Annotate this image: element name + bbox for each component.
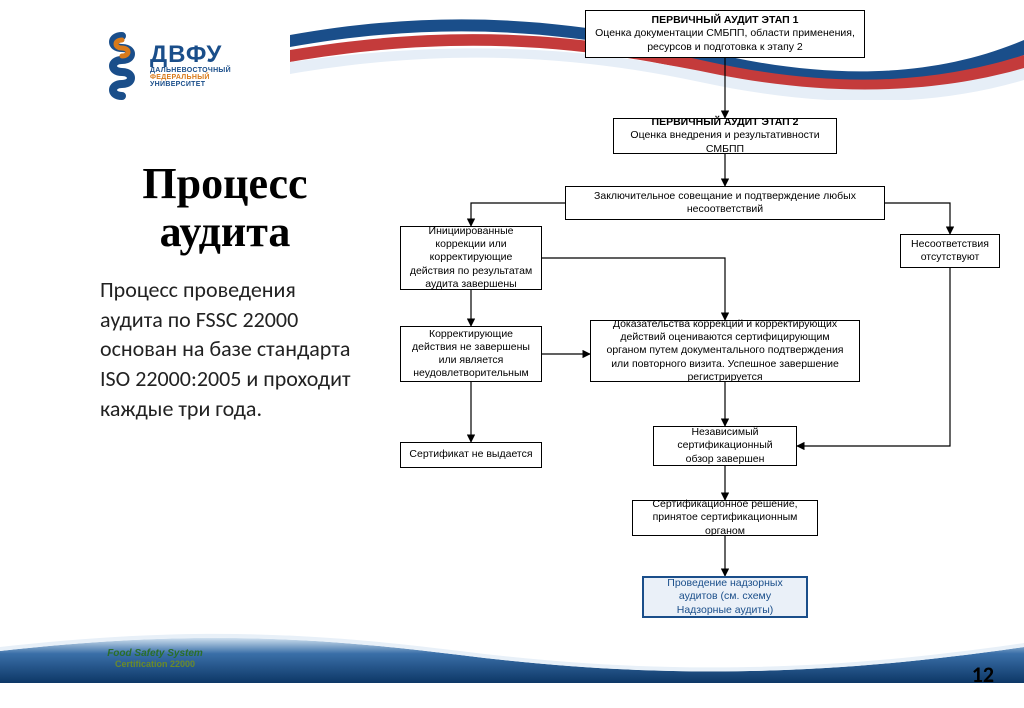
slide-description: Процесс проведения аудита по FSSC 22000 … — [100, 275, 360, 423]
page-number: 12 — [972, 661, 994, 688]
dvfu-logo-icon — [100, 30, 144, 100]
logo-abbr: ДВФУ — [150, 43, 231, 67]
flowchart-node: ПЕРВИЧНЫЙ АУДИТ ЭТАП 2Оценка внедрения и… — [613, 118, 837, 154]
logo-line3: УНИВЕРСИТЕТ — [150, 81, 231, 88]
slide-title: Процесс аудита — [100, 160, 350, 257]
flowchart-node: Проведение надзорных аудитов (см. схему … — [642, 576, 808, 618]
flowchart-node: Несоответствия отсутствуют — [900, 234, 1000, 268]
title-line2: аудита — [100, 208, 350, 256]
logo-line1: ДАЛЬНЕВОСТОЧНЫЙ — [150, 67, 231, 74]
flowchart-node: Заключительное совещание и подтверждение… — [565, 186, 885, 220]
dvfu-logo: ДВФУ ДАЛЬНЕВОСТОЧНЫЙ ФЕДЕРАЛЬНЫЙ УНИВЕРС… — [100, 20, 250, 110]
flowchart-node: Сертификационное решение, принятое серти… — [632, 500, 818, 536]
flowchart-node: Доказательства коррекций и корректирующи… — [590, 320, 860, 382]
flowchart-node: Инициированные коррекции или корректирую… — [400, 226, 542, 290]
logo-line2: ФЕДЕРАЛЬНЫЙ — [150, 74, 231, 81]
fssc-top: Food Safety System — [107, 648, 203, 659]
flowchart-node: Независимый сертификационный обзор завер… — [653, 426, 797, 466]
flowchart-node: ПЕРВИЧНЫЙ АУДИТ ЭТАП 1Оценка документаци… — [585, 10, 865, 58]
fssc-logo: Food Safety System Certification 22000 — [95, 638, 215, 678]
fssc-bot: Certification 22000 — [115, 659, 195, 669]
title-line1: Процесс — [100, 160, 350, 208]
flowchart-node: Корректирующие действия не завершены или… — [400, 326, 542, 382]
flowchart-node: Сертификат не выдается — [400, 442, 542, 468]
flowchart: ПЕРВИЧНЫЙ АУДИТ ЭТАП 1Оценка документаци… — [370, 10, 1010, 650]
